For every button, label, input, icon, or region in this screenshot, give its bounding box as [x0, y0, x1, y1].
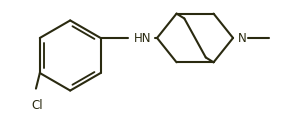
Text: Cl: Cl: [31, 98, 43, 111]
Text: N: N: [238, 32, 247, 45]
Text: HN: HN: [134, 32, 151, 45]
